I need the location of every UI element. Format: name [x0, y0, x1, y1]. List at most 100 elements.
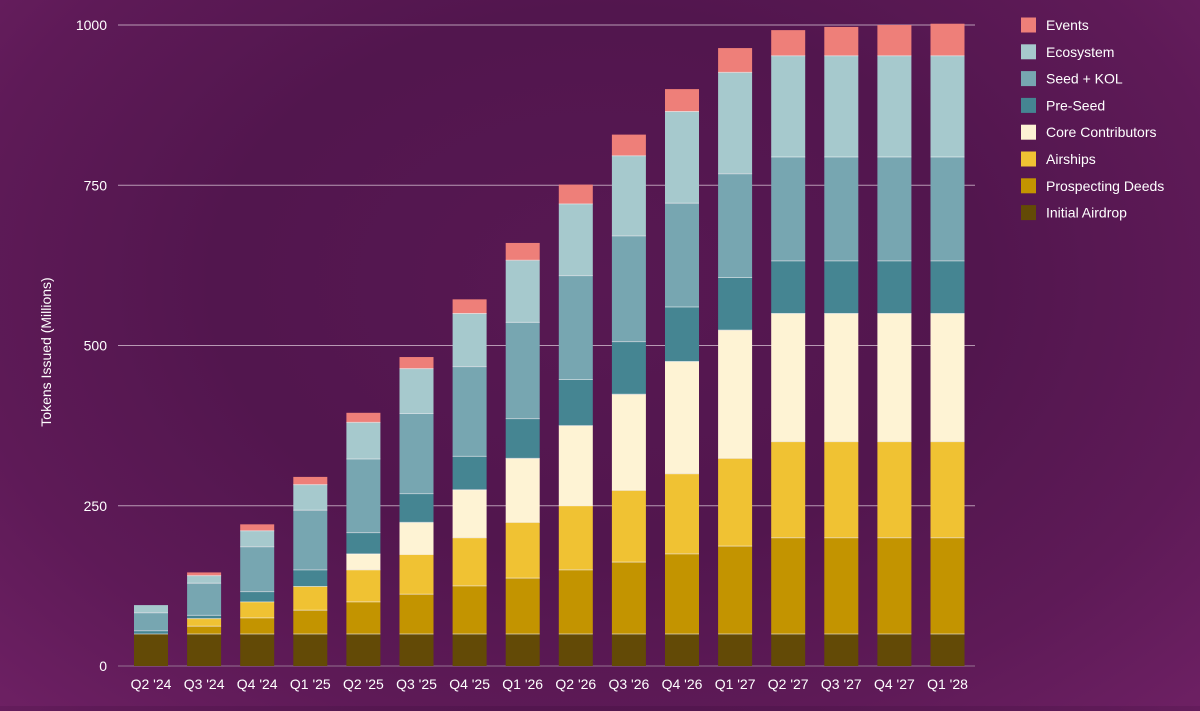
bar-segment: [293, 510, 328, 570]
bar-segment: [187, 618, 222, 627]
x-tick-label: Q4 '26: [662, 676, 703, 692]
bar-segment: [718, 277, 753, 331]
bar-segment: [611, 235, 646, 342]
legend-swatch: [1021, 151, 1036, 167]
bar-segment: [187, 633, 222, 666]
bar-segment: [611, 341, 646, 395]
bar-segment: [930, 55, 965, 158]
bar-segment: [452, 489, 487, 538]
bar-segment: [399, 413, 434, 494]
bar-segment: [771, 537, 806, 634]
legend-swatch: [1021, 205, 1036, 221]
bar-segment: [187, 572, 222, 576]
bar-segment: [718, 173, 753, 278]
bar-segment: [718, 48, 753, 73]
legend-label: Ecosystem: [1046, 44, 1114, 60]
bar-segment: [558, 505, 593, 570]
legend-label: Airships: [1046, 151, 1096, 167]
bar-segment: [558, 425, 593, 506]
x-tick-label: Q3 '24: [184, 676, 225, 692]
legend-swatch: [1021, 17, 1036, 33]
x-tick-label: Q1 '26: [502, 676, 543, 692]
bar-segment: [452, 585, 487, 634]
bar-segment: [611, 134, 646, 156]
bar-segment: [399, 522, 434, 555]
bar-segment: [505, 260, 540, 323]
bar-segment: [824, 537, 859, 634]
bar-segment: [399, 493, 434, 523]
bar-segment: [665, 361, 699, 474]
bar-segment: [824, 55, 859, 158]
bar-segment: [558, 184, 593, 204]
bar-segment: [877, 157, 912, 261]
bars: [134, 23, 965, 666]
legend-label: Core Contributors: [1046, 124, 1157, 140]
bar-segment: [346, 569, 381, 602]
x-tick-label: Q3 '26: [608, 676, 649, 692]
x-tick-label: Q3 '27: [821, 676, 862, 692]
bar-segment: [452, 299, 487, 314]
bar-segment: [240, 591, 275, 602]
bar-segment: [240, 524, 275, 531]
bar-segment: [346, 601, 381, 634]
bar-segment: [611, 562, 646, 634]
bar-segment: [665, 473, 699, 554]
bar-segment: [187, 575, 222, 584]
bar-segment: [877, 537, 912, 634]
bar-segment: [824, 313, 859, 442]
bar-segment: [505, 458, 540, 523]
bar-segment: [346, 633, 381, 666]
bar-segment: [240, 633, 275, 666]
bar-segment: [399, 633, 434, 666]
x-tick-label: Q1 '25: [290, 676, 331, 692]
bar-segment: [930, 157, 965, 261]
bar-segment: [824, 157, 859, 261]
bar-segment: [293, 476, 328, 485]
axes: Tokens Issued (Millions) 0 250 500 750 1000 Q…: [38, 17, 968, 692]
bar-segment: [877, 260, 912, 314]
x-tick-label: Q1 '27: [715, 676, 756, 692]
bar-segment: [240, 530, 275, 547]
y-tick-label: 0: [99, 658, 107, 674]
x-tick-label: Q2 '27: [768, 676, 809, 692]
bar-segment: [665, 203, 699, 308]
legend-swatch: [1021, 44, 1036, 60]
bar-segment: [824, 441, 859, 538]
legend-label: Events: [1046, 17, 1089, 33]
bar-segment: [930, 23, 965, 56]
bar-segment: [346, 532, 381, 554]
x-tick-label: Q3 '25: [396, 676, 437, 692]
x-tick-label: Q2 '25: [343, 676, 384, 692]
legend-swatch: [1021, 178, 1036, 194]
bar-segment: [399, 554, 434, 595]
bar-segment: [293, 586, 328, 611]
bar-segment: [346, 422, 381, 459]
bar-segment: [877, 25, 912, 56]
bar-segment: [877, 313, 912, 442]
bar-segment: [293, 569, 328, 587]
bar-segment: [611, 490, 646, 563]
bar-segment: [930, 537, 965, 634]
x-tick-label: Q4 '25: [449, 676, 490, 692]
x-tick-label: Q1 '28: [927, 676, 968, 692]
bar-segment: [240, 601, 275, 618]
bar-segment: [558, 275, 593, 380]
x-tick-label: Q4 '24: [237, 676, 278, 692]
bar-segment: [611, 155, 646, 236]
bar-segment: [505, 578, 540, 634]
bar-segment: [930, 260, 965, 314]
bar-segment: [187, 626, 222, 634]
bar-segment: [505, 242, 540, 261]
bar-segment: [134, 605, 168, 613]
bar-segment: [240, 546, 275, 592]
bar-segment: [771, 260, 806, 314]
bar-segment: [346, 412, 381, 423]
bar-segment: [293, 610, 328, 634]
bar-segment: [452, 366, 487, 457]
bar-segment: [187, 615, 222, 619]
bar-segment: [877, 55, 912, 158]
bar-segment: [718, 633, 753, 666]
bar-segment: [718, 72, 753, 174]
